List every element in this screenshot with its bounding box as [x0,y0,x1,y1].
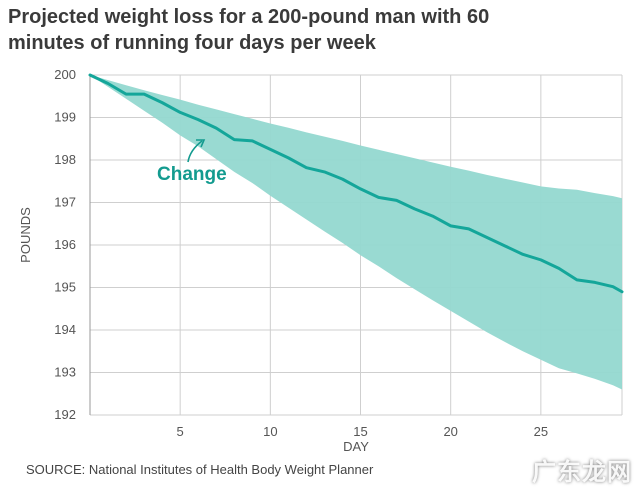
x-tick-label: 10 [263,424,277,439]
weight-series-line [88,73,624,294]
range-band [90,75,622,390]
y-tick-label: 197 [54,195,76,210]
watermark-logo: 广东龙网 [532,459,632,486]
y-tick-label: 193 [54,365,76,380]
x-tick-label: 5 [177,424,184,439]
x-tick-label: 20 [443,424,457,439]
y-tick-label: 196 [54,237,76,252]
x-axis-label: DAY [343,439,369,454]
chart-title-line-2: minutes of running four days per week [8,32,376,54]
x-tick-label: 15 [353,424,367,439]
y-tick-label: 199 [54,110,76,125]
annotation-arrow [187,140,203,163]
y-tick-label: 200 [54,67,76,82]
y-axis-label: POUNDS [18,207,33,263]
y-tick-label: 194 [54,322,76,337]
y-tick-label: 198 [54,152,76,167]
change-annotation: Change [157,164,227,185]
x-tick-label: 25 [534,424,548,439]
y-tick-label: 195 [54,280,76,295]
chart-title-line-1: Projected weight loss for a 200-pound ma… [8,6,490,28]
annotation-arrowhead [196,139,206,148]
y-tick-label: 192 [54,407,76,422]
source-note: SOURCE: National Institutes of Health Bo… [26,462,374,477]
